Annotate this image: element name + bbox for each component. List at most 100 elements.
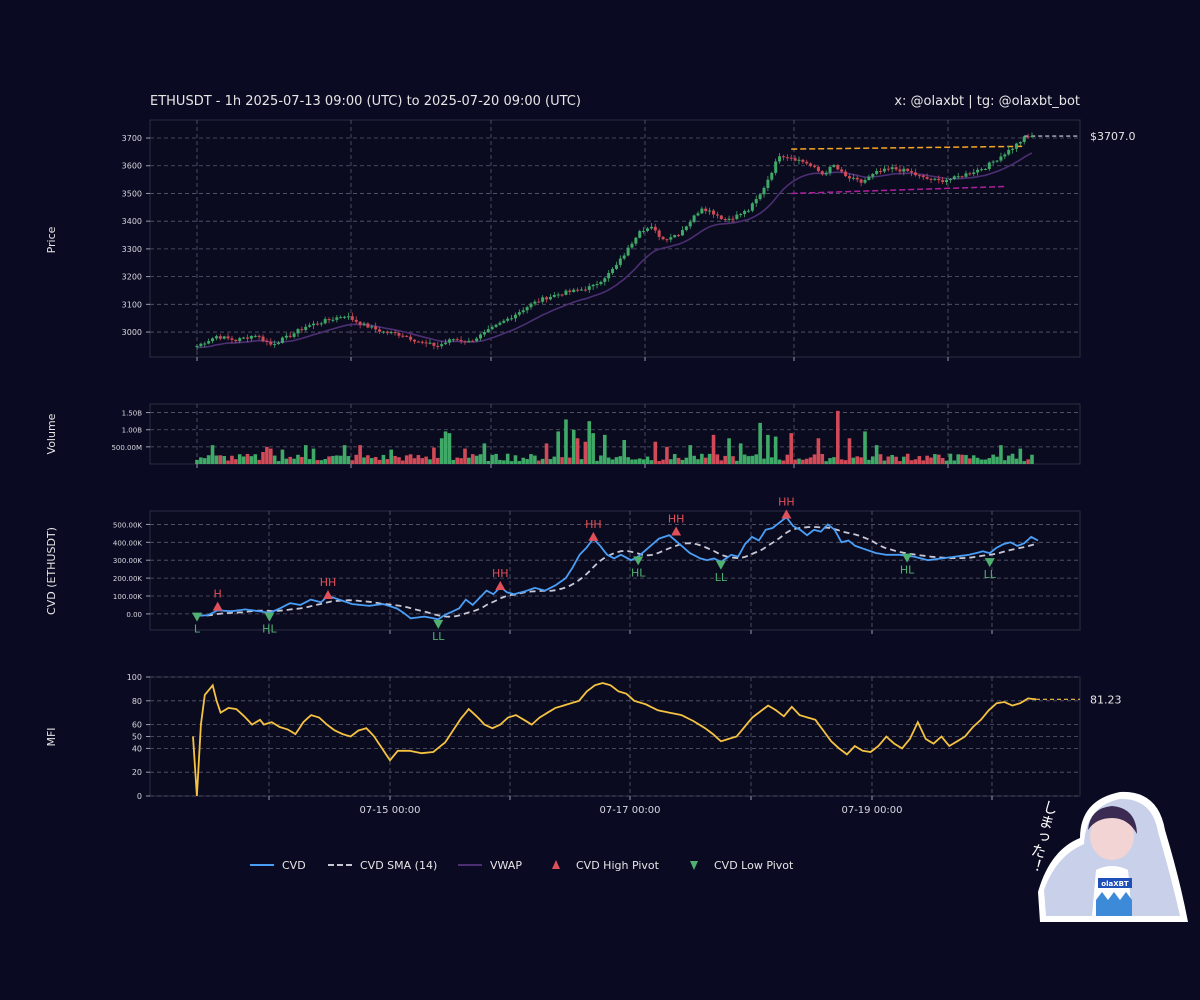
candle-body <box>828 166 832 173</box>
candle-body <box>680 230 684 236</box>
volume-bar <box>564 419 568 464</box>
volume-bar <box>432 447 436 464</box>
cvd-grid <box>150 511 1080 634</box>
volume-bar <box>346 456 351 464</box>
candle-body <box>455 339 459 341</box>
cvd-pivot-label: HH <box>585 518 602 531</box>
volume-bar <box>785 454 790 464</box>
volume-bar <box>676 457 681 464</box>
volume-bar <box>940 458 945 464</box>
volume-y-axis: 500.00M 1.00B 1.50B <box>111 410 150 452</box>
candle-body <box>230 338 234 340</box>
candle-body <box>626 247 630 256</box>
price-grid <box>150 120 1080 361</box>
volume-bar <box>381 454 386 464</box>
mfi-axis-label: MFI <box>45 727 58 746</box>
cvd-high-pivot-marker <box>588 531 599 541</box>
y-tick-label: 100.00K <box>113 593 142 601</box>
volume-bar <box>777 459 782 464</box>
candle-body <box>968 173 972 175</box>
candle-body <box>980 169 984 171</box>
volume-bar <box>703 457 708 464</box>
candle-body <box>851 177 855 179</box>
volume-bar <box>727 438 731 464</box>
cvd-line <box>196 516 1039 621</box>
cvd-pivot-label: HH <box>492 567 509 580</box>
volume-bar <box>373 456 378 464</box>
candle-body <box>603 278 607 282</box>
volume-bar <box>773 436 778 464</box>
x-tick-label: 07-19 00:00 <box>841 805 902 816</box>
candle-body <box>335 317 339 320</box>
volume-bar <box>781 460 786 464</box>
volume-bar <box>921 460 926 464</box>
y-tick-label: 500.00K <box>113 521 142 529</box>
candle-body <box>902 168 906 172</box>
volume-bar <box>568 457 572 464</box>
volume-bar <box>583 441 588 464</box>
candle-body <box>463 341 467 343</box>
candle-body <box>1030 136 1034 138</box>
volume-bar <box>509 461 514 464</box>
candles <box>195 132 1034 351</box>
candle-body <box>587 286 591 290</box>
volume-bar <box>529 454 533 464</box>
volume-bar <box>1014 458 1019 464</box>
volume-bar <box>280 449 285 464</box>
candle-body <box>494 324 498 327</box>
volume-axis-label: Volume <box>45 413 58 454</box>
volume-bar <box>746 456 751 464</box>
candle-body <box>983 168 987 170</box>
candle-body <box>813 165 817 167</box>
candle-body <box>482 332 486 335</box>
legend-label: CVD SMA (14) <box>360 859 437 872</box>
mascot-badge: olaXBT <box>1101 880 1129 888</box>
volume-bar <box>245 453 250 464</box>
candle-body <box>517 312 521 315</box>
volume-bar <box>971 455 976 464</box>
volume-bar <box>463 448 467 464</box>
candle-body <box>1026 136 1030 138</box>
volume-bar <box>210 445 215 464</box>
volume-bar <box>1026 459 1030 464</box>
y-tick-label: 0.00 <box>126 611 142 619</box>
y-tick-label: 300.00K <box>113 557 142 565</box>
candle-body <box>642 230 646 232</box>
candle-body <box>937 178 941 181</box>
candle-body <box>312 323 316 326</box>
candle-body <box>956 176 960 178</box>
y-tick-label: 400.00K <box>113 539 142 547</box>
volume-bar <box>700 453 704 464</box>
candle-body <box>385 331 389 333</box>
candle-body <box>618 258 622 265</box>
cvd-high-pivot-marker <box>671 526 682 536</box>
candle-body <box>882 168 886 172</box>
candle-body <box>704 208 708 212</box>
volume-bar <box>979 459 984 464</box>
volume-bar <box>404 455 409 464</box>
volume-bar <box>882 460 887 464</box>
volume-bar <box>214 455 219 464</box>
volume-bar <box>956 454 961 464</box>
candle-body <box>712 210 716 215</box>
mfi-panel: 0 20 40 50 60 80 100 81.23 07-15 00:00 07-17 00… <box>45 673 1122 816</box>
volume-bar <box>960 454 964 464</box>
candle-body <box>832 165 836 167</box>
candle-body <box>265 341 269 343</box>
candle-body <box>657 230 661 237</box>
volume-bars <box>195 410 1034 464</box>
volume-bar <box>847 438 852 464</box>
candle-body <box>308 325 312 327</box>
volume-bar <box>769 457 774 464</box>
volume-bar <box>335 455 339 464</box>
candle-body <box>284 335 288 338</box>
candle-body <box>533 301 537 304</box>
volume-bar <box>226 460 230 464</box>
volume-bar <box>715 454 720 464</box>
volume-bar <box>894 456 898 464</box>
candle-body <box>226 336 230 339</box>
candle-body <box>809 163 813 166</box>
y-tick-label: 50 <box>132 733 142 742</box>
volume-bar <box>525 459 529 464</box>
candle-body <box>548 296 552 300</box>
